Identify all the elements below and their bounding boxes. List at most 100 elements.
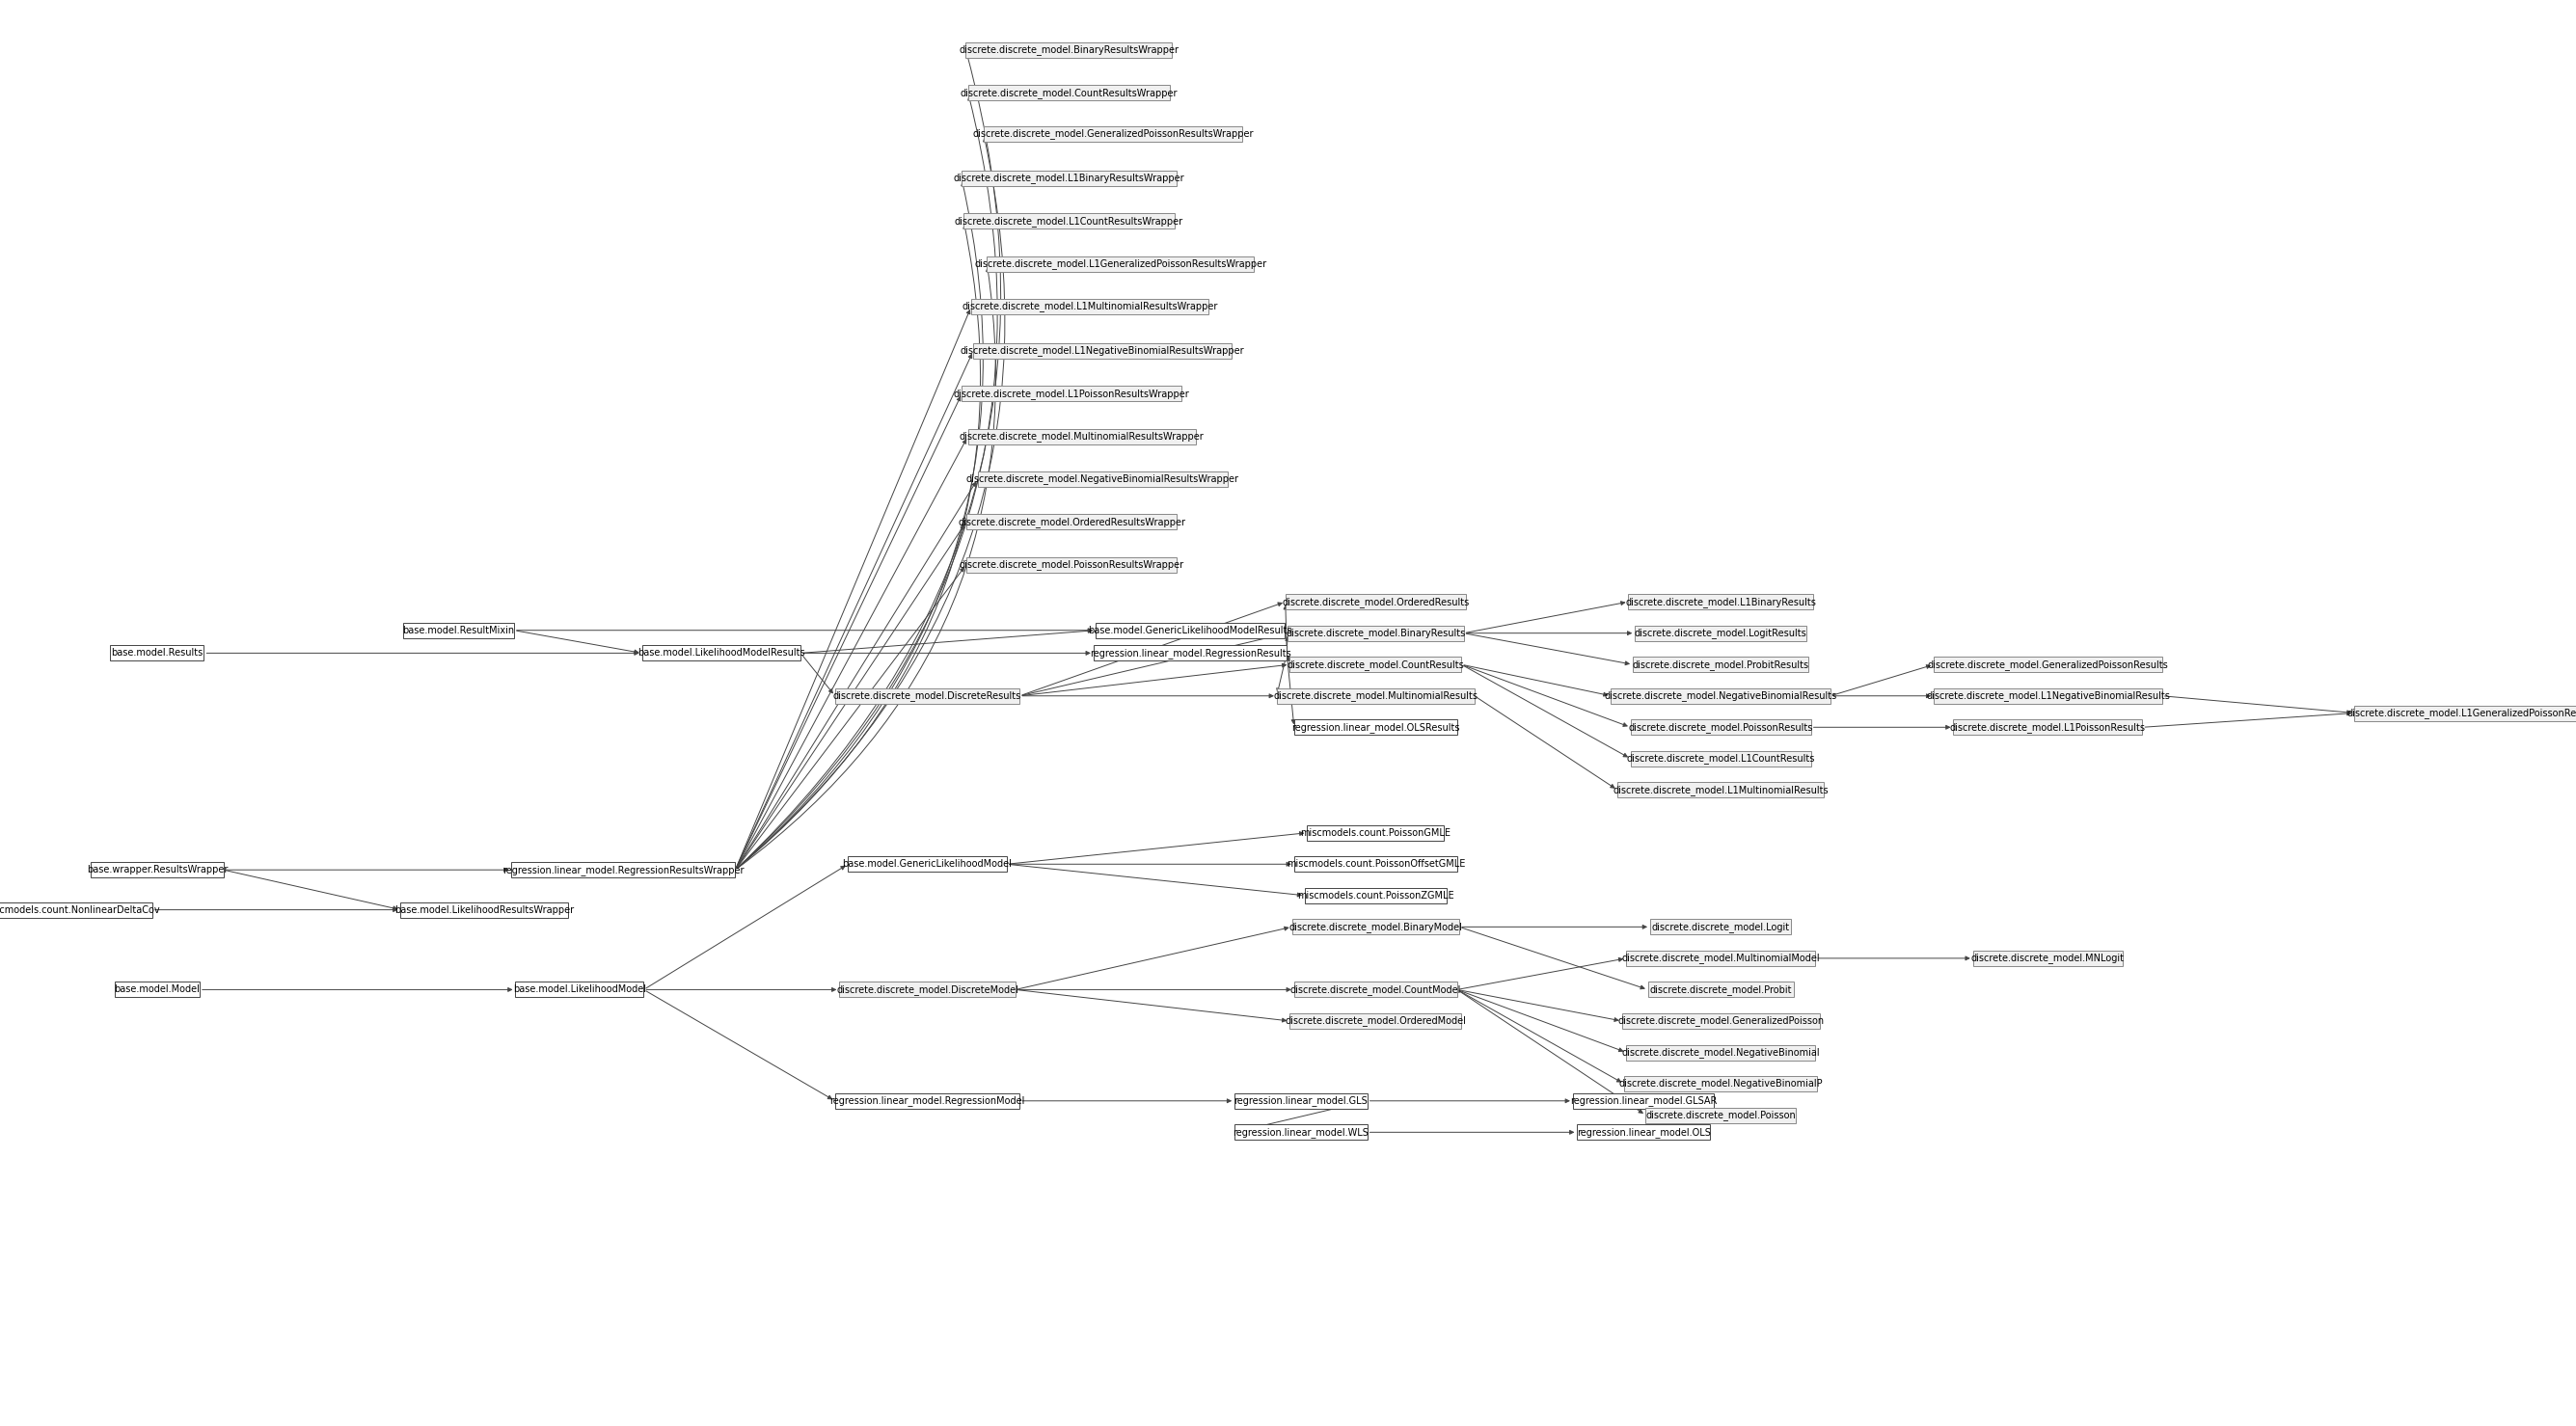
- Text: discrete.discrete_model.BinaryModel: discrete.discrete_model.BinaryModel: [1288, 921, 1463, 933]
- FancyBboxPatch shape: [961, 171, 1177, 185]
- FancyBboxPatch shape: [966, 558, 1177, 572]
- FancyBboxPatch shape: [402, 623, 515, 637]
- FancyBboxPatch shape: [1291, 657, 1461, 672]
- FancyBboxPatch shape: [2354, 706, 2576, 720]
- Text: base.model.GenericLikelihoodModelResults: base.model.GenericLikelihoodModelResults: [1087, 626, 1293, 635]
- FancyBboxPatch shape: [984, 127, 1242, 141]
- Text: discrete.discrete_model.DiscreteModel: discrete.discrete_model.DiscreteModel: [837, 984, 1018, 995]
- FancyBboxPatch shape: [1293, 720, 1458, 734]
- FancyBboxPatch shape: [1291, 1014, 1461, 1028]
- Text: discrete.discrete_model.LogitResults: discrete.discrete_model.LogitResults: [1636, 627, 1806, 639]
- FancyBboxPatch shape: [641, 646, 801, 660]
- FancyBboxPatch shape: [961, 386, 1182, 401]
- FancyBboxPatch shape: [1306, 888, 1445, 903]
- Text: discrete.discrete_model.MultinomialModel: discrete.discrete_model.MultinomialModel: [1623, 953, 1819, 964]
- FancyBboxPatch shape: [0, 903, 152, 917]
- Text: miscmodels.count.PoissonOffsetGMLE: miscmodels.count.PoissonOffsetGMLE: [1285, 860, 1466, 868]
- FancyBboxPatch shape: [1935, 689, 2161, 703]
- FancyBboxPatch shape: [1625, 951, 1816, 965]
- Text: base.model.LikelihoodModel: base.model.LikelihoodModel: [513, 985, 647, 994]
- Text: discrete.discrete_model.OrderedResultsWrapper: discrete.discrete_model.OrderedResultsWr…: [958, 516, 1185, 528]
- FancyBboxPatch shape: [1623, 1077, 1819, 1091]
- FancyBboxPatch shape: [1625, 1045, 1816, 1060]
- FancyBboxPatch shape: [971, 299, 1208, 314]
- FancyBboxPatch shape: [1633, 657, 1808, 672]
- Text: discrete.discrete_model.NegativeBinomial: discrete.discrete_model.NegativeBinomial: [1623, 1047, 1819, 1058]
- Text: miscmodels.count.NonlinearDeltaCov: miscmodels.count.NonlinearDeltaCov: [0, 906, 160, 914]
- Text: discrete.discrete_model.NegativeBinomialResults: discrete.discrete_model.NegativeBinomial…: [1605, 690, 1837, 702]
- Text: discrete.discrete_model.BinaryResults: discrete.discrete_model.BinaryResults: [1285, 627, 1466, 639]
- Text: discrete.discrete_model.MultinomialResults: discrete.discrete_model.MultinomialResul…: [1273, 690, 1479, 702]
- Text: base.model.ResultMixin: base.model.ResultMixin: [402, 626, 515, 635]
- Text: discrete.discrete_model.L1BinaryResultsWrapper: discrete.discrete_model.L1BinaryResultsW…: [953, 173, 1185, 184]
- Text: discrete.discrete_model.CountModel: discrete.discrete_model.CountModel: [1291, 984, 1461, 995]
- FancyBboxPatch shape: [1095, 623, 1285, 637]
- FancyBboxPatch shape: [969, 86, 1170, 100]
- Text: discrete.discrete_model.L1NegativeBinomialResultsWrapper: discrete.discrete_model.L1NegativeBinomi…: [961, 345, 1244, 356]
- Text: regression.linear_model.RegressionModel: regression.linear_model.RegressionModel: [829, 1095, 1025, 1107]
- Text: discrete.discrete_model.NegativeBinomialP: discrete.discrete_model.NegativeBinomial…: [1618, 1078, 1824, 1089]
- Text: discrete.discrete_model.L1CountResultsWrapper: discrete.discrete_model.L1CountResultsWr…: [956, 215, 1182, 227]
- Text: discrete.discrete_model.DiscreteResults: discrete.discrete_model.DiscreteResults: [832, 690, 1023, 702]
- FancyBboxPatch shape: [402, 903, 567, 917]
- FancyBboxPatch shape: [1610, 689, 1832, 703]
- FancyBboxPatch shape: [116, 983, 198, 997]
- Text: discrete.discrete_model.PoissonResultsWrapper: discrete.discrete_model.PoissonResultsWr…: [958, 559, 1185, 570]
- Text: discrete.discrete_model.MultinomialResultsWrapper: discrete.discrete_model.MultinomialResul…: [958, 431, 1206, 442]
- Text: discrete.discrete_model.L1GeneralizedPoissonResultsWrapper: discrete.discrete_model.L1GeneralizedPoi…: [974, 258, 1267, 270]
- FancyBboxPatch shape: [1278, 689, 1473, 703]
- Text: base.wrapper.ResultsWrapper: base.wrapper.ResultsWrapper: [88, 866, 227, 874]
- Text: discrete.discrete_model.L1GeneralizedPoissonResults: discrete.discrete_model.L1GeneralizedPoi…: [2347, 707, 2576, 719]
- Text: discrete.discrete_model.OrderedModel: discrete.discrete_model.OrderedModel: [1285, 1015, 1466, 1027]
- Text: base.model.LikelihoodResultsWrapper: base.model.LikelihoodResultsWrapper: [394, 906, 574, 914]
- FancyBboxPatch shape: [1631, 752, 1811, 766]
- Text: regression.linear_model.GLS: regression.linear_model.GLS: [1234, 1095, 1368, 1107]
- Text: regression.linear_model.GLSAR: regression.linear_model.GLSAR: [1569, 1095, 1718, 1107]
- Text: base.model.Model: base.model.Model: [113, 985, 201, 994]
- Text: discrete.discrete_model.PoissonResults: discrete.discrete_model.PoissonResults: [1628, 722, 1814, 733]
- Text: discrete.discrete_model.NegativeBinomialResultsWrapper: discrete.discrete_model.NegativeBinomial…: [966, 473, 1239, 485]
- Text: regression.linear_model.OLS: regression.linear_model.OLS: [1577, 1127, 1710, 1138]
- FancyBboxPatch shape: [1973, 951, 2123, 965]
- Text: discrete.discrete_model.GeneralizedPoissonResultsWrapper: discrete.discrete_model.GeneralizedPoiss…: [971, 128, 1255, 140]
- Text: regression.linear_model.RegressionResults: regression.linear_model.RegressionResult…: [1090, 647, 1291, 659]
- FancyBboxPatch shape: [1618, 783, 1824, 797]
- FancyBboxPatch shape: [1293, 857, 1458, 871]
- FancyBboxPatch shape: [966, 515, 1177, 529]
- FancyBboxPatch shape: [840, 983, 1015, 997]
- FancyBboxPatch shape: [974, 344, 1231, 358]
- Text: discrete.discrete_model.L1NegativeBinomialResults: discrete.discrete_model.L1NegativeBinomi…: [1927, 690, 2169, 702]
- FancyBboxPatch shape: [963, 214, 1175, 228]
- Text: discrete.discrete_model.ProbitResults: discrete.discrete_model.ProbitResults: [1633, 659, 1808, 670]
- FancyBboxPatch shape: [1953, 720, 2143, 734]
- Text: discrete.discrete_model.Probit: discrete.discrete_model.Probit: [1649, 984, 1793, 995]
- Text: discrete.discrete_model.OrderedResults: discrete.discrete_model.OrderedResults: [1283, 596, 1468, 607]
- FancyBboxPatch shape: [1577, 1125, 1710, 1139]
- Text: discrete.discrete_model.L1PoissonResults: discrete.discrete_model.L1PoissonResults: [1950, 722, 2146, 733]
- FancyBboxPatch shape: [90, 863, 224, 877]
- FancyBboxPatch shape: [966, 43, 1172, 57]
- FancyBboxPatch shape: [1651, 920, 1790, 934]
- FancyBboxPatch shape: [969, 429, 1195, 443]
- FancyBboxPatch shape: [835, 689, 1020, 703]
- FancyBboxPatch shape: [1636, 626, 1806, 640]
- FancyBboxPatch shape: [1285, 595, 1466, 609]
- FancyBboxPatch shape: [1092, 646, 1288, 660]
- Text: discrete.discrete_model.L1MultinomialResultsWrapper: discrete.discrete_model.L1MultinomialRes…: [961, 301, 1218, 312]
- Text: base.model.Results: base.model.Results: [111, 649, 204, 657]
- FancyBboxPatch shape: [1234, 1094, 1368, 1108]
- Text: discrete.discrete_model.L1CountResults: discrete.discrete_model.L1CountResults: [1625, 753, 1816, 764]
- Text: discrete.discrete_model.L1MultinomialResults: discrete.discrete_model.L1MultinomialRes…: [1613, 784, 1829, 796]
- Text: regression.linear_model.RegressionResultsWrapper: regression.linear_model.RegressionResult…: [502, 864, 744, 876]
- Text: discrete.discrete_model.Logit: discrete.discrete_model.Logit: [1651, 921, 1790, 933]
- FancyBboxPatch shape: [1628, 595, 1814, 609]
- FancyBboxPatch shape: [1631, 720, 1811, 734]
- FancyBboxPatch shape: [1935, 657, 2161, 672]
- Text: miscmodels.count.PoissonZGMLE: miscmodels.count.PoissonZGMLE: [1298, 891, 1453, 900]
- FancyBboxPatch shape: [111, 646, 204, 660]
- Text: base.model.GenericLikelihoodModel: base.model.GenericLikelihoodModel: [842, 860, 1012, 868]
- FancyBboxPatch shape: [1293, 983, 1458, 997]
- Text: discrete.discrete_model.BinaryResultsWrapper: discrete.discrete_model.BinaryResultsWra…: [958, 44, 1180, 56]
- Text: miscmodels.count.PoissonGMLE: miscmodels.count.PoissonGMLE: [1301, 829, 1450, 837]
- FancyBboxPatch shape: [835, 1094, 1020, 1108]
